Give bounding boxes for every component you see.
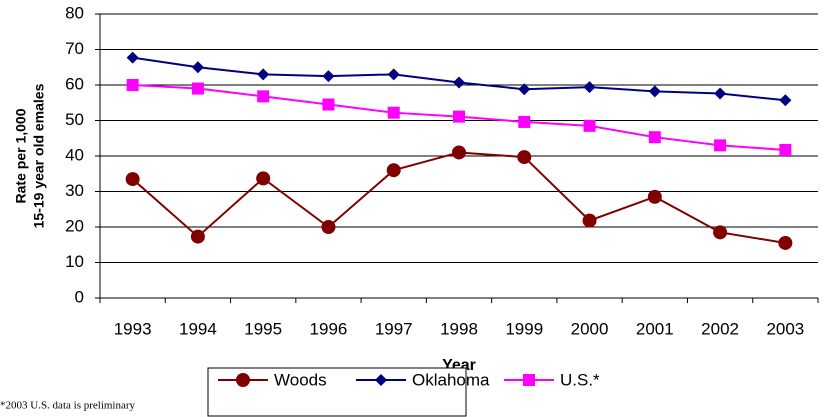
legend-label: Woods	[274, 370, 327, 389]
marker	[453, 110, 465, 123]
marker	[452, 145, 466, 160]
legend-marker	[375, 374, 387, 386]
y-tick-label: 40	[65, 145, 84, 164]
marker	[321, 220, 336, 234]
marker	[257, 68, 270, 81]
x-tick-label: 1998	[440, 319, 478, 338]
y-tick-label: 30	[65, 181, 84, 200]
x-tick-label: 1997	[375, 319, 413, 338]
x-tick-label: 2002	[701, 319, 739, 338]
marker	[648, 131, 661, 144]
marker	[322, 70, 335, 83]
marker	[257, 90, 270, 103]
marker	[583, 119, 596, 132]
marker	[583, 81, 596, 94]
x-tick-label: 2001	[636, 319, 674, 338]
x-tick-label: 2000	[571, 319, 609, 338]
marker	[191, 82, 204, 95]
marker	[779, 94, 792, 107]
footnote: *2003 U.S. data is preliminary	[0, 400, 136, 412]
marker	[714, 139, 727, 152]
legend-marker	[523, 374, 535, 386]
marker	[387, 106, 400, 119]
y-tick-label: 0	[75, 287, 84, 306]
marker	[126, 51, 139, 64]
y-axis-label: Rate per 1,000	[13, 108, 29, 203]
x-tick-label: 1993	[114, 319, 152, 338]
marker	[517, 150, 532, 165]
x-tick-label: 1995	[244, 319, 282, 338]
legend-marker	[236, 373, 250, 387]
marker	[582, 213, 597, 228]
x-tick-label: 1994	[179, 319, 217, 338]
x-tick-label: 1996	[310, 319, 348, 338]
y-tick-label: 70	[65, 39, 84, 58]
marker	[190, 229, 205, 244]
series-line	[131, 151, 786, 244]
marker	[386, 163, 401, 178]
marker	[125, 172, 140, 187]
x-tick-label: 2003	[766, 319, 804, 338]
x-tick-label: 1999	[505, 319, 543, 338]
marker	[648, 85, 661, 98]
y-tick-label: 50	[65, 110, 84, 129]
marker	[647, 189, 662, 204]
marker	[126, 79, 139, 91]
marker	[453, 76, 465, 89]
y-tick-label: 10	[65, 252, 84, 271]
marker	[714, 87, 727, 100]
legend-box	[207, 367, 467, 417]
marker	[322, 98, 335, 111]
marker	[518, 83, 531, 96]
marker	[256, 171, 271, 186]
marker	[387, 68, 400, 81]
marker	[713, 225, 728, 240]
legend-label: U.S.*	[560, 370, 600, 389]
y-axis-label: 15-19 year old emales	[31, 83, 47, 228]
y-tick-label: 20	[65, 216, 84, 235]
y-tick-label: 60	[65, 74, 84, 93]
y-tick-label: 80	[65, 3, 84, 22]
marker	[191, 61, 204, 74]
marker	[518, 115, 531, 128]
marker	[779, 143, 792, 156]
marker	[778, 235, 793, 250]
legend-label: Oklahoma	[412, 370, 490, 389]
